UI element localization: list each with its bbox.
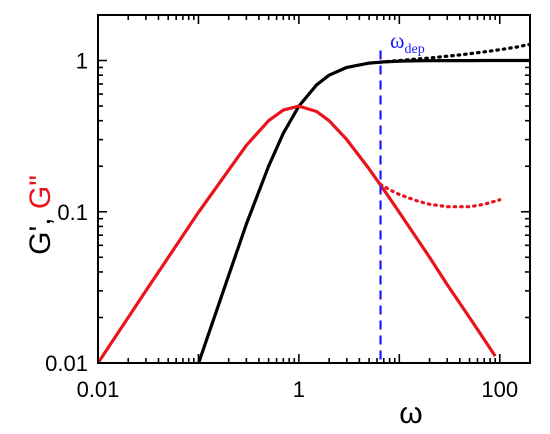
tick-labels: 0.01 1 100 0.01 0.1 1 <box>45 49 518 402</box>
series-line-gprime-dotted <box>378 42 530 64</box>
omega-dep-main: ω <box>390 28 404 53</box>
x-tick-label: 100 <box>481 377 518 402</box>
y-tick-label: 0.1 <box>57 200 88 225</box>
plot-area <box>98 42 530 363</box>
y-axis-title-g-double-prime: G" <box>24 175 57 209</box>
x-tick-label: 1 <box>293 377 305 402</box>
axes-frame <box>97 14 531 364</box>
y-axis-title-g-prime: G', <box>24 209 57 255</box>
series-line-gprime <box>196 58 530 363</box>
y-tick-label: 1 <box>76 49 88 74</box>
y-tick-label: 0.01 <box>45 351 88 376</box>
x-tick-label: 0.01 <box>77 377 120 402</box>
plot-frame <box>97 14 531 364</box>
series-line-gdoubleprime-dotted <box>378 182 502 209</box>
x-axis-title: ω <box>399 397 422 430</box>
omega-dep-sub: dep <box>404 42 424 57</box>
omega-dep-label: ωdep <box>390 28 425 57</box>
series-line-gdoubleprime <box>98 104 497 363</box>
y-axis-title: G', G" <box>24 175 57 255</box>
